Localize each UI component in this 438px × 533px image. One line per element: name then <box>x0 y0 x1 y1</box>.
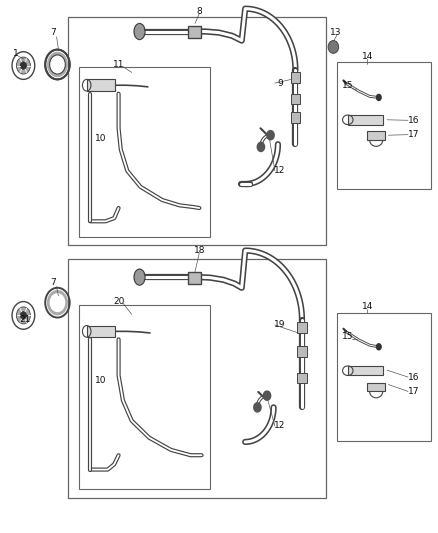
Circle shape <box>257 142 265 152</box>
Circle shape <box>49 293 65 312</box>
Text: 13: 13 <box>330 28 342 37</box>
Bar <box>348 115 383 125</box>
Bar <box>290 72 300 83</box>
Circle shape <box>49 55 65 74</box>
Circle shape <box>16 57 30 74</box>
Bar <box>68 17 326 245</box>
Circle shape <box>376 94 382 101</box>
Circle shape <box>20 311 27 320</box>
Bar <box>337 313 431 441</box>
Text: 16: 16 <box>407 373 419 382</box>
Circle shape <box>16 307 30 324</box>
Circle shape <box>47 290 68 316</box>
Text: 14: 14 <box>362 52 373 61</box>
Text: 10: 10 <box>95 134 106 143</box>
Text: 12: 12 <box>275 166 286 175</box>
Text: 19: 19 <box>274 320 286 329</box>
Text: 17: 17 <box>407 387 419 396</box>
Bar <box>297 322 307 333</box>
Bar <box>87 79 115 91</box>
Text: 11: 11 <box>113 60 124 69</box>
Bar <box>367 132 385 140</box>
Text: 1: 1 <box>13 50 19 58</box>
Text: 7: 7 <box>50 28 56 37</box>
Ellipse shape <box>135 270 145 284</box>
Circle shape <box>266 130 275 141</box>
Bar <box>290 112 300 123</box>
Circle shape <box>253 402 262 413</box>
Text: 14: 14 <box>362 302 373 311</box>
Circle shape <box>263 390 272 401</box>
Bar <box>79 305 210 489</box>
Bar <box>297 373 307 383</box>
Text: 16: 16 <box>407 116 419 125</box>
Bar <box>348 366 383 375</box>
Circle shape <box>47 52 68 77</box>
Text: 15: 15 <box>342 332 353 341</box>
Text: 9: 9 <box>277 78 283 87</box>
Bar <box>87 326 115 337</box>
Ellipse shape <box>135 25 145 39</box>
Text: 15: 15 <box>342 81 353 90</box>
Bar <box>188 26 201 38</box>
Bar <box>79 67 210 237</box>
Bar <box>290 94 300 104</box>
Circle shape <box>20 61 27 70</box>
Text: 8: 8 <box>197 7 202 16</box>
Bar <box>367 383 385 391</box>
Circle shape <box>376 343 382 351</box>
Text: 17: 17 <box>407 130 419 139</box>
Text: 21: 21 <box>19 315 30 324</box>
Text: 10: 10 <box>95 376 106 385</box>
Bar <box>297 346 307 357</box>
Text: 18: 18 <box>194 246 205 255</box>
Text: 7: 7 <box>50 278 56 287</box>
Text: 20: 20 <box>113 296 124 305</box>
Text: 12: 12 <box>275 422 286 431</box>
Bar <box>188 272 201 284</box>
Circle shape <box>328 41 339 53</box>
Bar <box>68 259 326 498</box>
Bar <box>337 62 431 189</box>
